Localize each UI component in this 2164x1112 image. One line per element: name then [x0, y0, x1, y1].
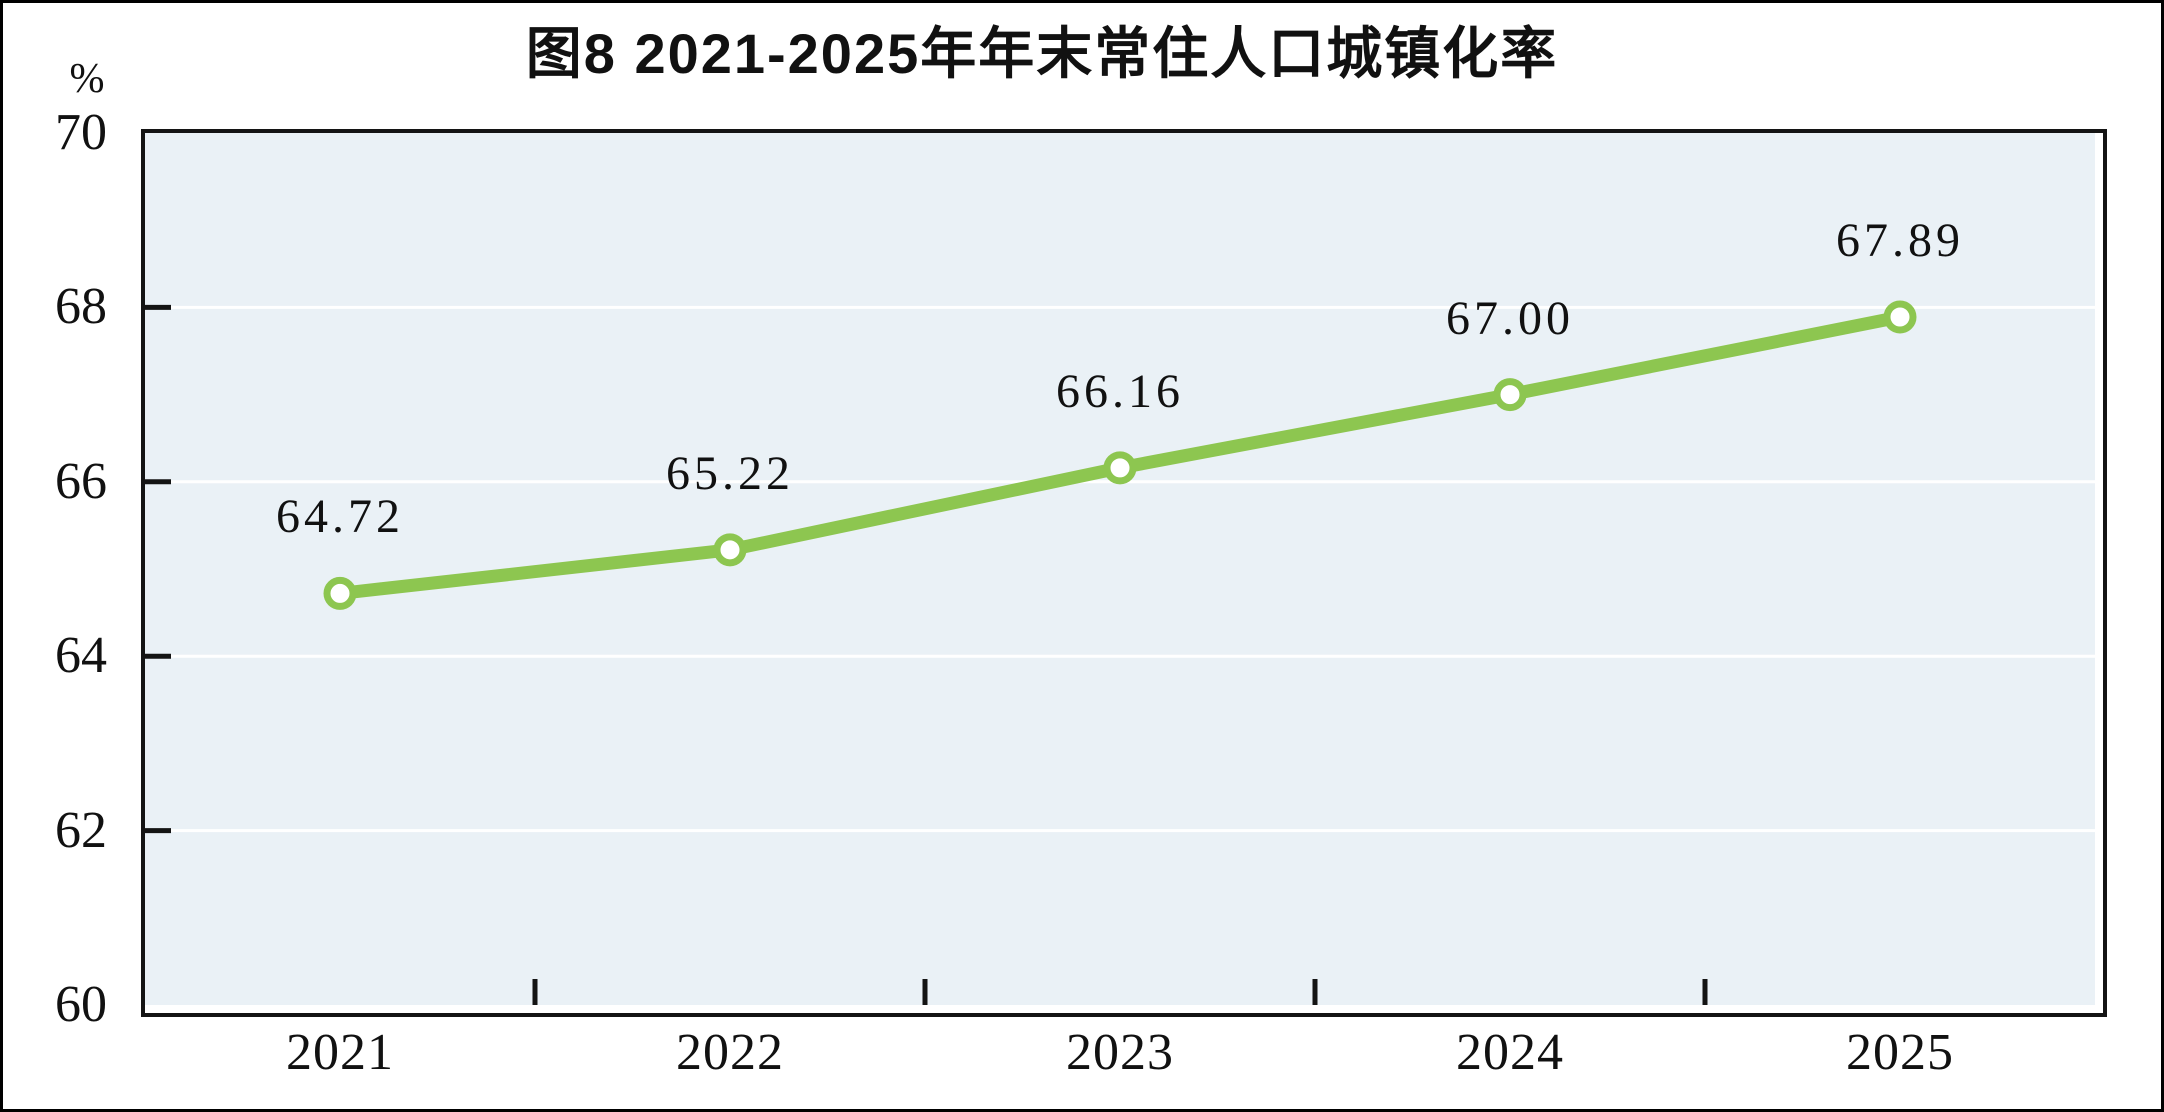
- data-point-label: 67.00: [1446, 291, 1574, 345]
- plot-area: [141, 129, 2107, 1017]
- data-point-label: 66.16: [1056, 364, 1184, 418]
- data-point-marker: [323, 576, 357, 610]
- data-point-label: 67.89: [1836, 213, 1964, 267]
- x-axis-year-label: 2022: [676, 1024, 784, 1081]
- data-point-label: 65.22: [666, 446, 794, 500]
- y-axis-tick-label: 64: [55, 627, 107, 685]
- y-axis-tick-label: 66: [55, 452, 107, 510]
- data-point-marker: [713, 533, 747, 567]
- y-axis-tick-label: 62: [55, 801, 107, 859]
- x-axis-year-label: 2024: [1456, 1024, 1564, 1081]
- y-axis-tick-label: 70: [55, 104, 107, 161]
- data-point-marker: [1883, 300, 1917, 334]
- y-axis-unit-label: %: [69, 56, 105, 102]
- chart-canvas: [145, 133, 2095, 1005]
- chart-title: 图8 2021-2025年年末常住人口城镇化率: [525, 22, 1559, 85]
- data-point-label: 64.72: [276, 490, 404, 544]
- data-point-marker: [1103, 451, 1137, 485]
- x-axis-year-label: 2023: [1066, 1024, 1174, 1081]
- y-axis-tick-label: 60: [55, 976, 107, 1033]
- plot-background: [145, 133, 2095, 1005]
- y-axis-tick-label: 68: [55, 278, 107, 336]
- data-point-marker: [1493, 378, 1527, 412]
- x-axis-year-label: 2021: [286, 1024, 394, 1081]
- x-axis-year-label: 2025: [1846, 1024, 1954, 1081]
